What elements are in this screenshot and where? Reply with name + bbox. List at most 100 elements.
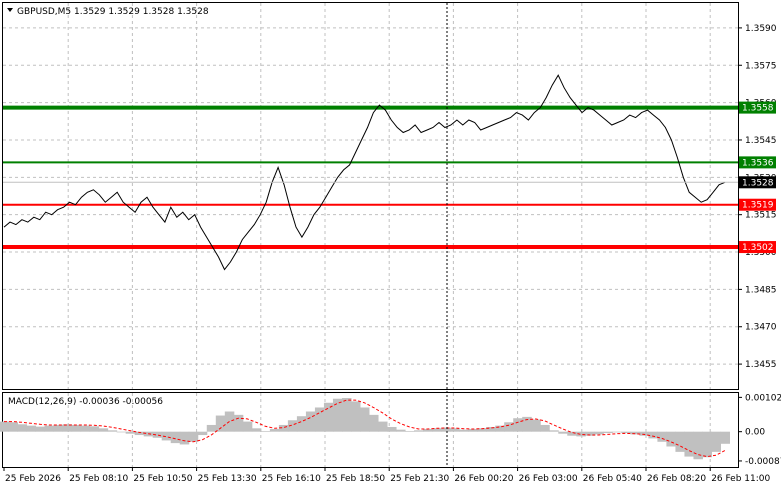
macd-bar: [693, 431, 703, 460]
macd-bar: [0, 421, 10, 432]
chart-title: GBPUSD,M5 1.3529 1.3529 1.3528 1.3528: [17, 7, 209, 17]
macd-bar: [242, 421, 253, 432]
macd-bar: [152, 431, 163, 438]
macd-signal-line: [4, 399, 726, 458]
macd-bar: [314, 407, 325, 432]
macd-bar: [179, 431, 190, 445]
macd-bar: [116, 431, 127, 433]
macd-bar: [161, 431, 172, 441]
price-tick-label: 1.3515: [745, 211, 777, 221]
macd-bar: [287, 420, 298, 432]
price-tick-label: 1.3590: [745, 24, 777, 34]
macd-axis: 0.00102 0.00 -0.00087: [738, 393, 781, 467]
macd-bar: [684, 431, 694, 457]
macd-bar: [215, 415, 226, 432]
macd-bar: [495, 425, 505, 432]
macd-indicator: [0, 398, 731, 460]
macd-bar: [405, 431, 415, 432]
macd-bar: [531, 419, 541, 432]
macd-bar: [459, 429, 469, 432]
macd-bar: [711, 431, 721, 452]
macd-bar: [89, 426, 100, 432]
macd-bar: [332, 398, 343, 432]
time-tick-label: 25 Feb 2026: [5, 474, 61, 484]
macd-bar: [522, 416, 532, 432]
macd-bar: [71, 424, 82, 432]
macd-bar: [188, 431, 199, 442]
time-tick-label: 25 Feb 08:10: [69, 474, 128, 484]
level-badge-label: 1.3502: [742, 243, 774, 253]
macd-bar: [107, 430, 118, 432]
macd-bar: [305, 411, 316, 432]
price-axis: 1.35901.35751.35601.35451.35301.35151.35…: [738, 24, 777, 370]
time-tick-label: 26 Feb 05:40: [583, 474, 642, 484]
price-panel-frame: [2, 2, 739, 390]
macd-bar: [441, 427, 451, 432]
macd-bar: [630, 431, 640, 435]
macd-label: MACD(12,26,9) -0.00036 -0.00056: [8, 397, 163, 407]
macd-bar: [359, 407, 370, 432]
time-tick-label: 25 Feb 10:50: [133, 474, 192, 484]
macd-bar: [224, 411, 235, 432]
macd-bar: [594, 431, 604, 435]
macd-bar: [8, 422, 19, 432]
macd-bar: [134, 431, 145, 436]
macd-bar: [666, 431, 676, 447]
time-tick-label: 26 Feb 11:00: [711, 474, 770, 484]
macd-bar: [432, 428, 442, 432]
macd-bar: [423, 428, 433, 432]
level-badge: [739, 241, 776, 254]
macd-bar: [477, 428, 487, 432]
macd-bar: [369, 414, 379, 432]
macd-bar: [558, 431, 568, 434]
macd-bar: [260, 431, 271, 432]
macd-bar: [323, 402, 334, 432]
macd-bar: [350, 401, 361, 432]
price-line: [3, 74, 726, 271]
macd-bar: [206, 424, 217, 432]
macd-bar: [585, 431, 595, 436]
macd-bar: [612, 431, 622, 433]
time-tick-label: 26 Feb 03:00: [519, 474, 578, 484]
macd-bar: [125, 431, 136, 434]
macd-bar: [603, 431, 613, 434]
level-badge: [739, 101, 776, 114]
level-badge: [739, 156, 776, 169]
macd-tick-label: 0.00102: [745, 393, 781, 403]
time-tick-label: 25 Feb 18:50: [326, 474, 385, 484]
macd-bar: [720, 431, 731, 444]
time-tick-label: 26 Feb 00:20: [454, 474, 513, 484]
price-tick-label: 1.3575: [745, 61, 777, 71]
level-badge-label: 1.3558: [742, 104, 774, 114]
macd-bar: [251, 428, 262, 432]
triangle-down-icon[interactable]: [7, 8, 13, 12]
macd-bar: [341, 398, 352, 432]
macd-bar: [702, 431, 712, 458]
level-badge-label: 1.3519: [742, 201, 774, 211]
macd-bar: [549, 430, 559, 432]
current-price-label: 1.3528: [742, 178, 774, 188]
macd-bar: [378, 421, 388, 432]
time-tick-label: 25 Feb 13:30: [198, 474, 257, 484]
macd-bar: [296, 416, 307, 432]
current-price-badge: [739, 176, 776, 189]
price-series: [3, 74, 738, 271]
macd-tick-label: 0.00: [745, 428, 765, 438]
macd-bar: [657, 431, 667, 442]
macd-bar: [576, 431, 586, 437]
macd-bar: [26, 425, 37, 432]
macd-bar: [62, 424, 73, 432]
macd-bar: [675, 431, 685, 452]
macd-bar: [170, 431, 181, 444]
macd-bar: [387, 426, 397, 432]
macd-bar: [53, 424, 64, 432]
macd-bar: [414, 430, 424, 432]
price-tick-label: 1.3470: [745, 323, 777, 333]
level-badge-label: 1.3536: [742, 158, 774, 168]
time-tick-label: 25 Feb 21:30: [390, 474, 449, 484]
macd-bar: [17, 424, 28, 432]
macd-bar: [44, 425, 55, 432]
time-axis: 25 Feb 2026 25 Feb 08:10 25 Feb 10:50 25 Fe…: [3, 467, 771, 484]
